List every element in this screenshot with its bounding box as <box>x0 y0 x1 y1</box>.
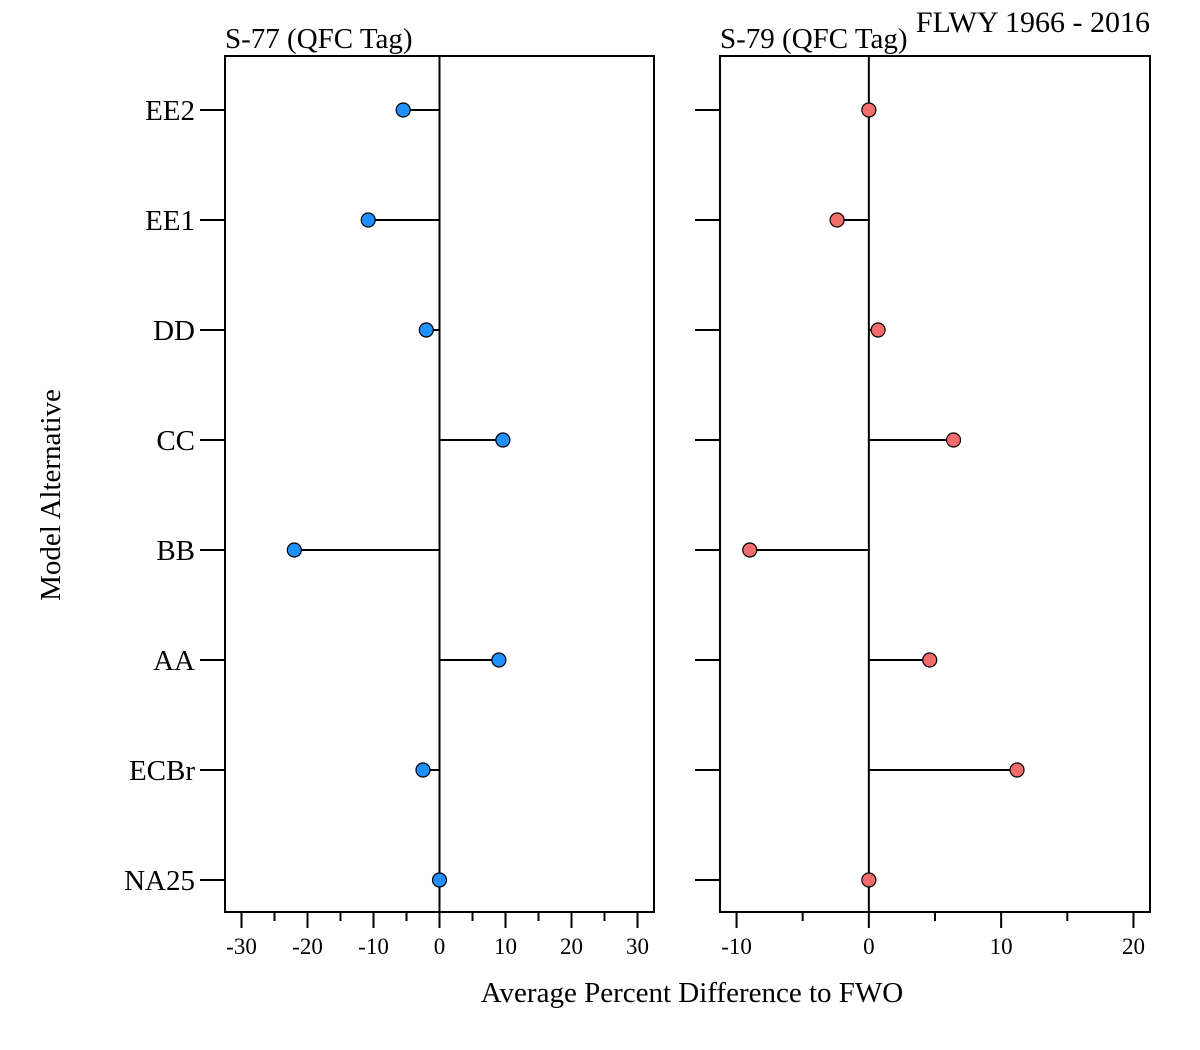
y-tick-label: AA <box>153 645 195 677</box>
y-tick-label: BB <box>156 535 195 567</box>
panel-1: S-77 (QFC Tag) NA25 ECBr AA BB CC DD EE1 EE2 -30 -… <box>124 23 655 959</box>
data-point-cc <box>945 432 962 448</box>
y-axis-label: Model Alternative <box>35 389 67 601</box>
data-point-bb <box>286 542 302 558</box>
data-point-ee2 <box>395 102 411 118</box>
x-tick-label: 30 <box>626 934 649 959</box>
data-point-aa <box>491 652 507 668</box>
x-tick-label: 0 <box>863 934 875 959</box>
data-point-ecbr <box>1009 762 1025 778</box>
y-tick-label: EE1 <box>145 205 195 237</box>
data-point-na25 <box>861 872 877 888</box>
data-point-na25 <box>431 872 448 888</box>
x-tick-label: 10 <box>494 934 517 959</box>
x-tick-label: 20 <box>1122 934 1145 959</box>
y-tick-label: CC <box>156 425 195 457</box>
chart-title: FLWY 1966 - 2016 <box>916 6 1150 39</box>
data-point-aa <box>922 652 938 668</box>
panel-2: S-79 (QFC Tag) -10 0 10 20 <box>695 23 1151 959</box>
x-tick-label: -30 <box>226 934 257 959</box>
x-tick-label: -20 <box>292 934 323 959</box>
y-tick-label: DD <box>153 315 195 347</box>
y-tick-label: ECBr <box>129 755 195 787</box>
data-point-ecbr <box>415 762 431 778</box>
panel-title: S-77 (QFC Tag) <box>225 23 413 55</box>
data-point-bb <box>742 542 758 558</box>
x-tick-label: -10 <box>721 934 752 959</box>
panels: S-77 (QFC Tag) NA25 ECBr AA BB CC DD EE1 EE2 -30 -… <box>124 23 1151 959</box>
data-point-dd <box>870 322 886 338</box>
x-tick-label: -10 <box>358 934 389 959</box>
x-axis-label: Average Percent Difference to FWO <box>481 977 903 1009</box>
panel-frame <box>719 55 1151 913</box>
data-point-ee1 <box>829 212 845 228</box>
x-tick-label: 20 <box>560 934 583 959</box>
y-tick-label: EE2 <box>145 95 195 127</box>
data-point-ee2 <box>861 102 877 118</box>
data-point-dd <box>418 322 434 338</box>
y-tick-label: NA25 <box>124 865 195 897</box>
panel-title: S-79 (QFC Tag) <box>720 23 908 55</box>
x-tick-label: 10 <box>990 934 1013 959</box>
data-point-cc <box>495 432 511 448</box>
data-point-ee1 <box>360 212 376 228</box>
x-tick-label: 0 <box>434 934 446 959</box>
